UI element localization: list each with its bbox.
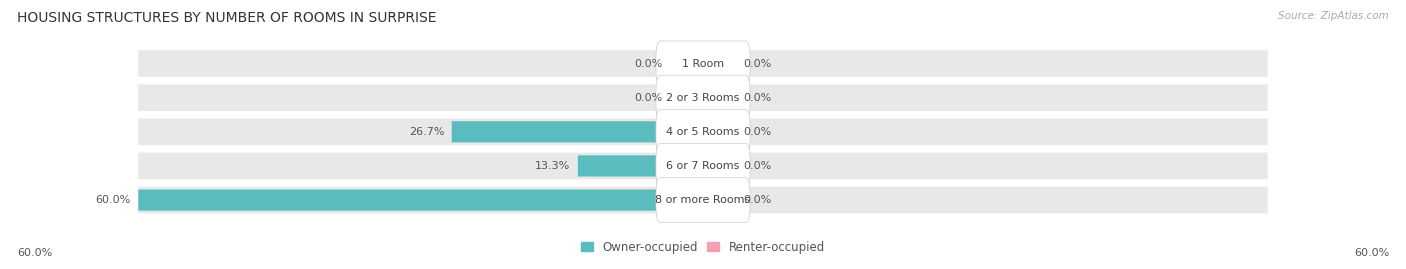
- Text: 4 or 5 Rooms: 4 or 5 Rooms: [666, 127, 740, 137]
- Text: HOUSING STRUCTURES BY NUMBER OF ROOMS IN SURPRISE: HOUSING STRUCTURES BY NUMBER OF ROOMS IN…: [17, 11, 436, 25]
- Text: 2 or 3 Rooms: 2 or 3 Rooms: [666, 93, 740, 103]
- FancyBboxPatch shape: [657, 178, 749, 223]
- Text: 0.0%: 0.0%: [744, 127, 772, 137]
- Text: 6 or 7 Rooms: 6 or 7 Rooms: [666, 161, 740, 171]
- Text: 0.0%: 0.0%: [744, 59, 772, 69]
- FancyBboxPatch shape: [138, 84, 1268, 111]
- Legend: Owner-occupied, Renter-occupied: Owner-occupied, Renter-occupied: [581, 241, 825, 254]
- FancyBboxPatch shape: [138, 153, 1268, 179]
- FancyBboxPatch shape: [138, 50, 1268, 77]
- Text: 13.3%: 13.3%: [536, 161, 571, 171]
- Text: 60.0%: 60.0%: [96, 195, 131, 205]
- FancyBboxPatch shape: [671, 87, 703, 108]
- FancyBboxPatch shape: [657, 143, 749, 189]
- Text: 0.0%: 0.0%: [634, 59, 662, 69]
- FancyBboxPatch shape: [703, 121, 735, 142]
- FancyBboxPatch shape: [703, 87, 735, 108]
- FancyBboxPatch shape: [657, 41, 749, 86]
- FancyBboxPatch shape: [578, 155, 703, 176]
- Text: 60.0%: 60.0%: [1354, 248, 1389, 258]
- Text: 0.0%: 0.0%: [744, 195, 772, 205]
- FancyBboxPatch shape: [657, 109, 749, 154]
- FancyBboxPatch shape: [138, 189, 703, 211]
- Text: 0.0%: 0.0%: [634, 93, 662, 103]
- FancyBboxPatch shape: [657, 75, 749, 120]
- FancyBboxPatch shape: [671, 53, 703, 74]
- Text: 0.0%: 0.0%: [744, 93, 772, 103]
- FancyBboxPatch shape: [138, 187, 1268, 213]
- FancyBboxPatch shape: [703, 53, 735, 74]
- Text: 1 Room: 1 Room: [682, 59, 724, 69]
- FancyBboxPatch shape: [138, 119, 1268, 145]
- Text: Source: ZipAtlas.com: Source: ZipAtlas.com: [1278, 11, 1389, 21]
- Text: 60.0%: 60.0%: [17, 248, 52, 258]
- FancyBboxPatch shape: [703, 189, 735, 211]
- Text: 0.0%: 0.0%: [744, 161, 772, 171]
- Text: 8 or more Rooms: 8 or more Rooms: [655, 195, 751, 205]
- FancyBboxPatch shape: [703, 155, 735, 176]
- Text: 26.7%: 26.7%: [409, 127, 444, 137]
- FancyBboxPatch shape: [451, 121, 703, 142]
